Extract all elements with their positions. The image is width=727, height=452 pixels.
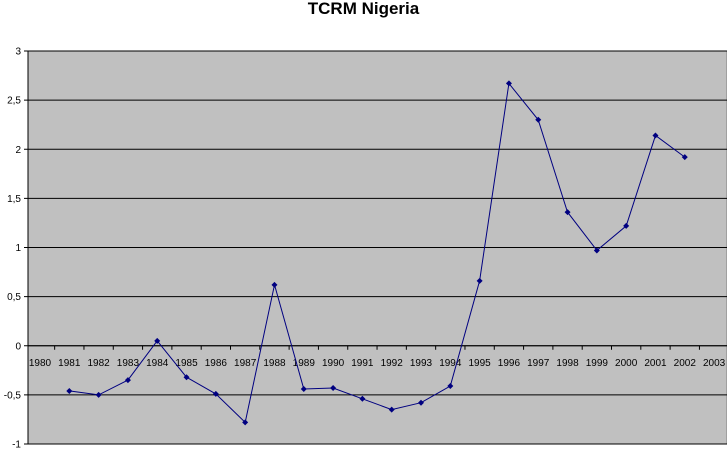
- data-point: [300, 385, 307, 392]
- y-tick-label: -0,5: [4, 390, 22, 401]
- x-tick-label: 1996: [498, 358, 521, 369]
- x-tick-label: 1986: [205, 358, 228, 369]
- data-point: [124, 377, 131, 384]
- x-tick-label: 1995: [468, 358, 491, 369]
- y-tick-label: 3: [15, 47, 21, 58]
- x-tick-label: 1984: [146, 358, 169, 369]
- x-tick-label: 1991: [351, 358, 374, 369]
- data-point: [505, 80, 512, 87]
- data-point: [183, 374, 190, 381]
- x-tick-label: 1993: [410, 358, 433, 369]
- x-tick-label: 2001: [644, 358, 667, 369]
- x-tick-label: 1989: [293, 358, 316, 369]
- x-tick-label: 1998: [556, 358, 579, 369]
- data-point: [623, 222, 630, 229]
- data-point: [476, 277, 483, 284]
- y-tick-label: 1: [15, 243, 21, 254]
- x-tick-label: 1980: [29, 358, 52, 369]
- x-tick-label: 1981: [58, 358, 81, 369]
- data-point: [95, 391, 102, 398]
- data-point: [535, 116, 542, 123]
- x-tick-label: 2000: [615, 358, 638, 369]
- data-point: [359, 395, 366, 402]
- y-tick-label: -1: [12, 440, 21, 451]
- x-tick-label: 1992: [381, 358, 404, 369]
- x-tick-label: 1994: [439, 358, 462, 369]
- data-point: [154, 337, 161, 344]
- data-point: [447, 383, 454, 390]
- data-point: [330, 384, 337, 391]
- y-tick-label: 2,5: [7, 96, 21, 107]
- data-point: [212, 390, 219, 397]
- x-tick-label: 1987: [234, 358, 257, 369]
- data-point: [271, 281, 278, 288]
- x-tick-label: 1990: [322, 358, 345, 369]
- x-tick-label: 1988: [263, 358, 286, 369]
- x-tick-label: 2003: [703, 358, 726, 369]
- x-tick-label: 1985: [175, 358, 198, 369]
- x-tick-label: 2002: [674, 358, 697, 369]
- x-tick-label: 1983: [117, 358, 140, 369]
- x-tick-label: 1999: [586, 358, 609, 369]
- data-point: [66, 387, 73, 394]
- data-point: [242, 419, 249, 426]
- series-line: [69, 82, 686, 424]
- x-tick-label: 1997: [527, 358, 550, 369]
- data-point: [652, 132, 659, 139]
- data-point: [418, 399, 425, 406]
- x-tick-label: 1982: [87, 358, 110, 369]
- data-point: [564, 209, 571, 216]
- chart-title: TCRM Nigeria: [307, 0, 420, 18]
- data-point: [593, 247, 600, 254]
- data-point: [388, 406, 395, 413]
- y-tick-label: 0,5: [7, 292, 21, 303]
- y-tick-label: 1,5: [7, 194, 21, 205]
- y-tick-label: 2: [15, 145, 21, 156]
- data-point: [681, 154, 688, 161]
- y-tick-label: 0: [15, 341, 21, 352]
